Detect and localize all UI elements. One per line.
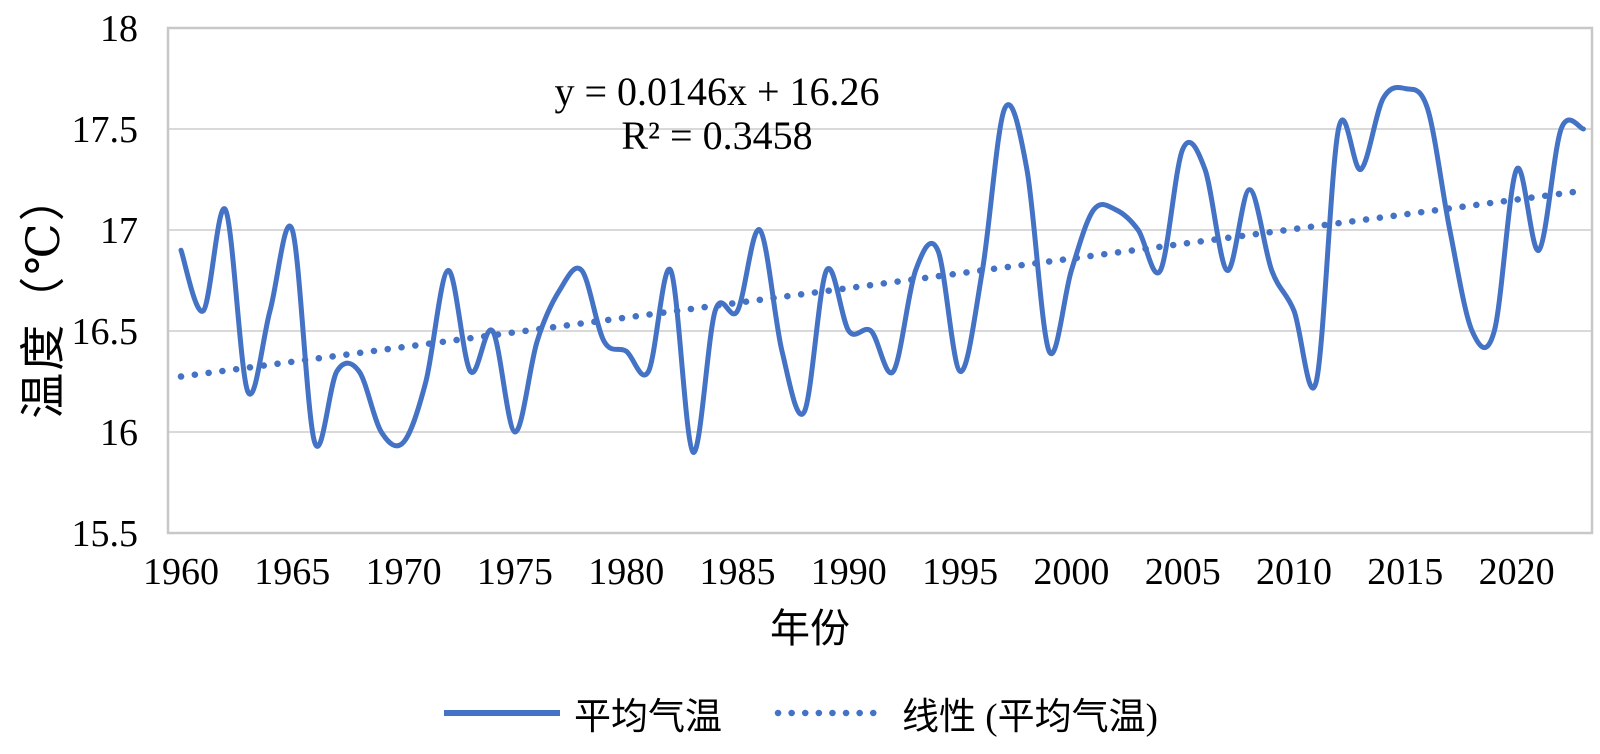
x-axis-title: 年份 (770, 606, 850, 651)
x-tick-label-2005: 2005 (1145, 551, 1221, 593)
x-tick-label-1970: 1970 (366, 551, 442, 593)
x-tick-label-1990: 1990 (811, 551, 887, 593)
y-tick-label-16: 16 (100, 412, 138, 454)
x-tick-label-2000: 2000 (1033, 551, 1109, 593)
plot-border (166, 26, 1594, 535)
dotted-line-swatch (774, 709, 890, 717)
legend-label-linear-trend: 线性 (平均气温) (902, 697, 1158, 738)
legend-label-average-temperature: 平均气温 (574, 697, 723, 738)
y-tick-label-15.5: 15.5 (72, 513, 139, 555)
average-temperature-line (178, 84, 1586, 455)
legend-item-linear-trend: 线性 (平均气温) (774, 686, 1158, 740)
x-tick-label-1995: 1995 (922, 551, 998, 593)
y-tick-label-16.5: 16.5 (72, 311, 139, 353)
y-tick-label-18: 18 (100, 8, 138, 50)
x-tick-label-1980: 1980 (588, 551, 664, 593)
trendline-annotation: y = 0.0146x + 16.26 R² = 0.3458 (467, 70, 967, 158)
legend: 平均气温 线性 (平均气温) (0, 686, 1600, 740)
x-tick-label-2010: 2010 (1256, 551, 1332, 593)
y-tick-label-17.5: 17.5 (72, 109, 139, 151)
x-tick-label-1965: 1965 (254, 551, 330, 593)
x-tick-label-2015: 2015 (1367, 551, 1443, 593)
trendline-equation-text: y = 0.0146x + 16.26 (554, 69, 880, 114)
r-squared-text: R² = 0.3458 (621, 113, 813, 158)
trendline (177, 187, 1587, 380)
y-tick-label-17: 17 (100, 210, 138, 252)
solid-line-swatch (444, 710, 561, 716)
legend-item-average-temperature: 平均气温 (442, 686, 722, 740)
x-tick-label-1960: 1960 (143, 551, 219, 593)
y-axis-title: 温度（℃） (18, 173, 69, 419)
x-tick-label-1975: 1975 (477, 551, 553, 593)
x-tick-label-1985: 1985 (700, 551, 776, 593)
x-tick-label-2020: 2020 (1479, 551, 1555, 593)
